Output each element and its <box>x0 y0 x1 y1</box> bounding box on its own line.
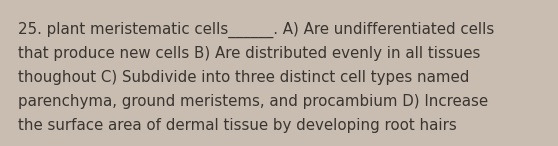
Text: the surface area of dermal tissue by developing root hairs: the surface area of dermal tissue by dev… <box>18 118 457 133</box>
Text: thoughout C) Subdivide into three distinct cell types named: thoughout C) Subdivide into three distin… <box>18 70 469 85</box>
Text: 25. plant meristematic cells______. A) Are undifferentiated cells: 25. plant meristematic cells______. A) A… <box>18 22 494 38</box>
Text: that produce new cells B) Are distributed evenly in all tissues: that produce new cells B) Are distribute… <box>18 46 480 61</box>
Text: parenchyma, ground meristems, and procambium D) Increase: parenchyma, ground meristems, and procam… <box>18 94 488 109</box>
